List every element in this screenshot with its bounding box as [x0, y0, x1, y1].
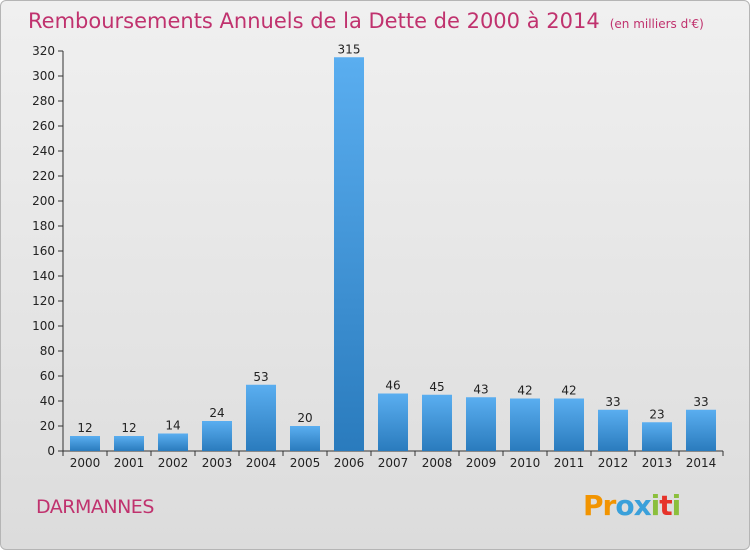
- bar-2005: [290, 426, 320, 451]
- bar-value-label: 315: [338, 42, 361, 56]
- x-tick-label: 2008: [422, 456, 453, 470]
- y-tick-label: 220: [32, 169, 55, 183]
- y-tick-label: 100: [32, 319, 55, 333]
- x-tick-label: 2004: [246, 456, 277, 470]
- x-tick-label: 2013: [642, 456, 673, 470]
- y-tick-label: 300: [32, 69, 55, 83]
- y-tick-label: 120: [32, 294, 55, 308]
- x-tick-label: 2002: [158, 456, 189, 470]
- x-tick-label: 2014: [686, 456, 717, 470]
- bar-value-label: 23: [649, 407, 664, 421]
- y-tick-label: 260: [32, 119, 55, 133]
- x-tick-label: 2001: [114, 456, 145, 470]
- proxiti-logo[interactable]: Proxiti: [583, 489, 682, 522]
- y-tick-label: 160: [32, 244, 55, 258]
- bar-value-label: 24: [209, 406, 224, 420]
- bar-2009: [466, 397, 496, 451]
- bar-2004: [246, 384, 276, 451]
- x-tick-label: 2007: [378, 456, 409, 470]
- bar-2002: [158, 433, 188, 451]
- y-tick-label: 180: [32, 219, 55, 233]
- bar-value-label: 12: [121, 421, 136, 435]
- x-tick-label: 2003: [202, 456, 233, 470]
- y-tick-label: 20: [40, 419, 55, 433]
- x-tick-label: 2005: [290, 456, 321, 470]
- logo-letter: i: [650, 489, 661, 522]
- bar-value-label: 14: [165, 419, 180, 433]
- x-tick-label: 2010: [510, 456, 541, 470]
- bar-2011: [554, 398, 584, 451]
- y-tick-label: 60: [40, 369, 55, 383]
- bar-2008: [422, 394, 452, 451]
- x-tick-label: 2012: [598, 456, 629, 470]
- bar-2000: [70, 436, 100, 451]
- y-tick-label: 200: [32, 194, 55, 208]
- bar-value-label: 53: [253, 370, 268, 384]
- logo-letter: x: [633, 489, 652, 522]
- x-tick-label: 2006: [334, 456, 365, 470]
- commune-name: DARMANNES: [36, 496, 154, 518]
- bar-2010: [510, 398, 540, 451]
- y-tick-label: 320: [32, 44, 55, 58]
- x-tick-label: 2000: [70, 456, 101, 470]
- bar-value-label: 45: [429, 380, 444, 394]
- chart-bars: 12 12 14 24 53 20 315 46 45 43 42 42 33 23 33: [70, 42, 716, 451]
- chart-title-text: Remboursements Annuels de la Dette de 20…: [28, 9, 600, 33]
- chart-axes: 0204060801001201401601802002202402602803…: [32, 44, 724, 470]
- logo-letter: o: [615, 489, 634, 522]
- x-tick-label: 2009: [466, 456, 497, 470]
- y-tick-label: 40: [40, 394, 55, 408]
- y-tick-label: 80: [40, 344, 55, 358]
- bar-2013: [642, 422, 672, 451]
- chart-title: Remboursements Annuels de la Dette de 20…: [28, 9, 704, 33]
- logo-letter: t: [659, 489, 672, 522]
- bar-2003: [202, 421, 232, 451]
- x-tick-label: 2011: [554, 456, 585, 470]
- y-tick-label: 140: [32, 269, 55, 283]
- bar-2001: [114, 436, 144, 451]
- bar-value-label: 42: [517, 384, 532, 398]
- bar-value-label: 43: [473, 382, 488, 396]
- bar-value-label: 42: [561, 384, 576, 398]
- y-tick-label: 0: [47, 444, 55, 458]
- bar-value-label: 20: [297, 411, 312, 425]
- logo-letter: r: [602, 489, 617, 522]
- bar-2014: [686, 409, 716, 451]
- y-tick-label: 240: [32, 144, 55, 158]
- bar-2006: [334, 57, 364, 451]
- chart-unit: (en milliers d'€): [609, 17, 704, 31]
- y-tick-label: 280: [32, 94, 55, 108]
- bar-2007: [378, 393, 408, 451]
- bar-value-label: 12: [77, 421, 92, 435]
- bar-value-label: 33: [605, 395, 620, 409]
- logo-letter: i: [671, 489, 682, 522]
- bar-value-label: 33: [693, 395, 708, 409]
- logo-letter: P: [583, 489, 604, 522]
- bar-2012: [598, 409, 628, 451]
- bar-value-label: 46: [385, 379, 400, 393]
